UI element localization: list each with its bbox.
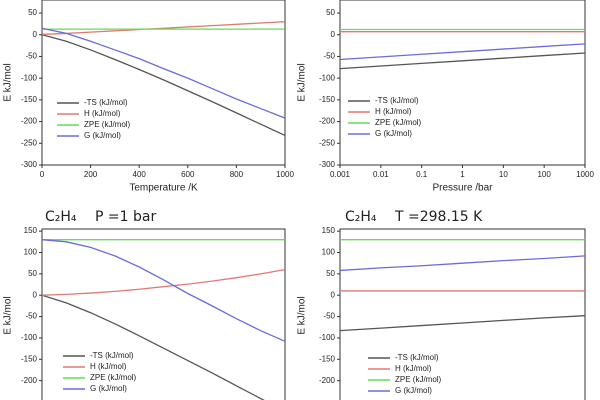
series-line [42, 268, 285, 296]
x-tick-label: 0 [40, 170, 45, 179]
y-tick-label: 100 [322, 248, 336, 257]
legend-label: -TS (kJ/mol) [90, 351, 134, 360]
y-tick-label: -150 [319, 354, 336, 363]
panel-subtitle: T =298.15 K [394, 209, 483, 225]
legend-label: G (kJ/mol) [395, 386, 432, 395]
plot-area [42, 21, 285, 137]
plot-area [42, 239, 285, 400]
y-tick-label: 50 [28, 269, 37, 278]
x-tick-label: 100 [537, 170, 551, 179]
plot-frame [339, 228, 586, 400]
series-line [340, 43, 585, 61]
y-tick-label: -150 [21, 95, 38, 104]
plot-area [340, 239, 585, 332]
x-tick-label: 600 [181, 170, 195, 179]
legend-label: G (kJ/mol) [84, 131, 121, 140]
y-axis-label: E kJ/mol [3, 296, 14, 334]
y-axis-label: E kJ/mol [297, 296, 308, 334]
legend-label: H (kJ/mol) [395, 364, 432, 373]
x-tick-label: 1 [460, 170, 465, 179]
series-line [42, 239, 285, 342]
series-line [340, 255, 585, 272]
y-tick-label: -100 [319, 73, 336, 82]
y-tick-label: -50 [25, 312, 37, 321]
y-tick-label: -250 [21, 138, 38, 147]
y-tick-label: -300 [319, 160, 336, 169]
y-tick-label: -200 [319, 117, 336, 126]
y-tick-label: -50 [323, 52, 335, 61]
legend-label: ZPE (kJ/mol) [84, 120, 131, 129]
panel-title: C₂H₄ [45, 209, 77, 225]
legend-label: ZPE (kJ/mol) [90, 373, 137, 382]
x-tick-label: 1000 [276, 170, 294, 179]
x-tick-label: 200 [84, 170, 98, 179]
x-tick-label: 400 [133, 170, 147, 179]
plot-frame [339, 0, 586, 166]
legend-label: -TS (kJ/mol) [84, 98, 128, 107]
y-tick-label: -200 [21, 117, 38, 126]
y-tick-label: -200 [21, 376, 38, 385]
y-tick-label: -50 [25, 52, 37, 61]
x-axis-label: Pressure /bar [432, 183, 493, 194]
y-tick-label: -50 [323, 312, 335, 321]
x-axis-label: Temperature /K [129, 183, 198, 194]
legend-label: ZPE (kJ/mol) [395, 375, 442, 384]
x-tick-label: 0.1 [416, 170, 428, 179]
y-tick-label: -200 [319, 376, 336, 385]
legend-label: G (kJ/mol) [90, 384, 127, 393]
legend-label: -TS (kJ/mol) [395, 353, 439, 362]
y-tick-label: 0 [331, 290, 336, 299]
plot-frame [41, 0, 286, 166]
series-line [42, 34, 285, 137]
plot-frame [41, 228, 286, 400]
series-line [42, 27, 285, 119]
panel-subtitle: P =1 bar [95, 209, 156, 225]
legend-label: G (kJ/mol) [375, 129, 412, 138]
legend-label: H (kJ/mol) [90, 362, 127, 371]
plot-area [340, 28, 585, 70]
y-tick-label: 0 [33, 290, 38, 299]
y-tick-label: -100 [21, 333, 38, 342]
x-tick-label: 0.001 [330, 170, 351, 179]
y-tick-label: -150 [21, 354, 38, 363]
y-axis-label: E kJ/mol [3, 63, 14, 101]
y-tick-label: 50 [28, 8, 37, 17]
y-tick-label: -300 [21, 160, 38, 169]
y-tick-label: -100 [21, 73, 38, 82]
legend-label: -TS (kJ/mol) [375, 96, 419, 105]
y-tick-label: 50 [326, 8, 335, 17]
x-tick-label: 0.01 [373, 170, 389, 179]
panel-title: C₂H₄ [345, 209, 377, 225]
x-tick-label: 800 [230, 170, 244, 179]
y-tick-label: 150 [322, 226, 336, 235]
x-tick-label: 1000 [576, 170, 594, 179]
y-tick-label: -100 [319, 333, 336, 342]
y-tick-label: -150 [319, 95, 336, 104]
series-line [340, 52, 585, 70]
series-line [42, 21, 285, 35]
x-tick-label: 10 [499, 170, 508, 179]
y-tick-label: 100 [24, 248, 38, 257]
y-tick-label: -250 [319, 138, 336, 147]
series-line [340, 315, 585, 332]
legend-label: H (kJ/mol) [375, 107, 412, 116]
legend-label: ZPE (kJ/mol) [375, 118, 422, 127]
y-tick-label: 0 [33, 30, 38, 39]
y-tick-label: 150 [24, 226, 38, 235]
y-tick-label: 0 [331, 30, 336, 39]
legend-label: H (kJ/mol) [84, 109, 121, 118]
y-axis-label: E kJ/mol [297, 63, 308, 101]
y-tick-label: 50 [326, 269, 335, 278]
series-line [42, 294, 265, 400]
